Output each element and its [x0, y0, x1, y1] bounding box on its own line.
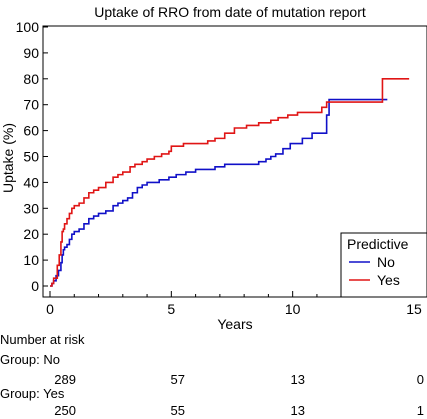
x-tick-label: 15: [406, 301, 422, 317]
y-tick-label: 20: [23, 226, 39, 242]
axis-ticks: 0 10 20 30 40 50 60 70 80 90 100 0 5 10 15: [16, 19, 422, 317]
risk-count-yes-10: 13: [290, 403, 305, 418]
y-tick-label: 60: [23, 123, 39, 139]
x-tick-label: 0: [46, 301, 54, 317]
chart-title: Uptake of RRO from date of mutation repo…: [94, 4, 366, 20]
legend: Predictive No Yes: [340, 232, 427, 298]
y-tick-label: 50: [23, 149, 39, 165]
risk-table-heading: Number at risk: [0, 332, 85, 347]
risk-count-no-10: 13: [290, 372, 305, 387]
legend-label-yes: Yes: [377, 272, 400, 288]
series-line-yes: [50, 78, 410, 287]
risk-count-yes-5: 55: [170, 403, 185, 418]
y-tick-label: 0: [31, 278, 39, 294]
y-tick-label: 90: [23, 45, 39, 61]
y-tick-label: 80: [23, 71, 39, 87]
risk-count-no-5: 57: [170, 372, 185, 387]
y-tick-label: 100: [16, 19, 40, 35]
y-tick-label: 70: [23, 97, 39, 113]
risk-count-yes-0: 250: [54, 403, 76, 418]
legend-label-no: No: [377, 254, 395, 270]
risk-group-label-yes: Group: Yes: [0, 386, 65, 401]
y-tick-label: 10: [23, 252, 39, 268]
x-tick-label: 10: [285, 301, 301, 317]
y-tick-label: 40: [23, 174, 39, 190]
series-line-no: [50, 98, 388, 287]
legend-title: Predictive: [347, 236, 409, 252]
x-tick-label: 5: [167, 301, 175, 317]
risk-count-yes-15: 1: [416, 403, 424, 418]
x-axis-label: Years: [217, 316, 252, 332]
risk-count-no-15: 0: [416, 372, 424, 387]
legend-box: [340, 232, 427, 298]
plot-frame: [42, 25, 427, 298]
series-lines: [50, 78, 410, 287]
km-chart: Uptake of RRO from date of mutation repo…: [0, 4, 427, 332]
risk-group-label-no: Group: No: [0, 352, 60, 367]
y-tick-label: 30: [23, 200, 39, 216]
risk-count-no-0: 289: [54, 372, 76, 387]
y-axis-label: Uptake (%): [0, 123, 16, 193]
